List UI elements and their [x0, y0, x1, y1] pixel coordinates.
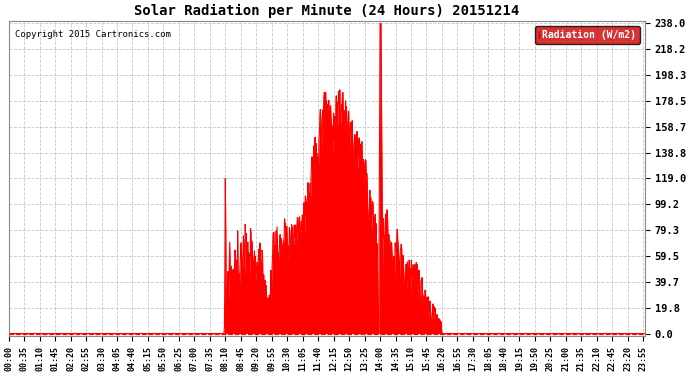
Text: Copyright 2015 Cartronics.com: Copyright 2015 Cartronics.com [15, 30, 171, 39]
Legend: Radiation (W/m2): Radiation (W/m2) [535, 26, 640, 44]
Title: Solar Radiation per Minute (24 Hours) 20151214: Solar Radiation per Minute (24 Hours) 20… [134, 4, 520, 18]
